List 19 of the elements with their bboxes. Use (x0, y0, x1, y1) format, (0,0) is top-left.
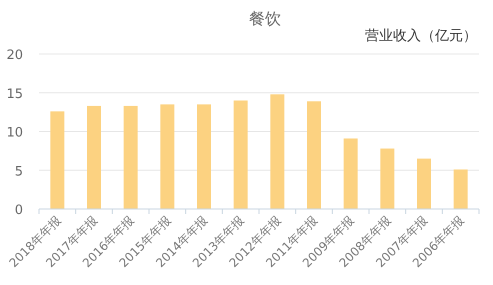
bar (160, 104, 174, 209)
y-tick-label: 0 (14, 203, 23, 218)
bar (234, 100, 248, 209)
bar (380, 148, 394, 209)
bar (270, 94, 284, 209)
bar (124, 106, 138, 209)
y-tick-label: 20 (6, 48, 23, 63)
bar (87, 106, 101, 209)
y-tick-label: 5 (14, 164, 23, 180)
y-tick-label: 10 (6, 126, 23, 140)
bar (197, 104, 211, 209)
bar (417, 158, 431, 209)
chart-title: 餐饮 (249, 9, 281, 28)
bar (50, 111, 64, 209)
y-tick-label: 15 (6, 86, 23, 102)
y-axis-title: 营业收入（亿元） (365, 28, 477, 44)
bar (344, 138, 358, 209)
bar (454, 169, 468, 209)
bar (307, 101, 321, 209)
